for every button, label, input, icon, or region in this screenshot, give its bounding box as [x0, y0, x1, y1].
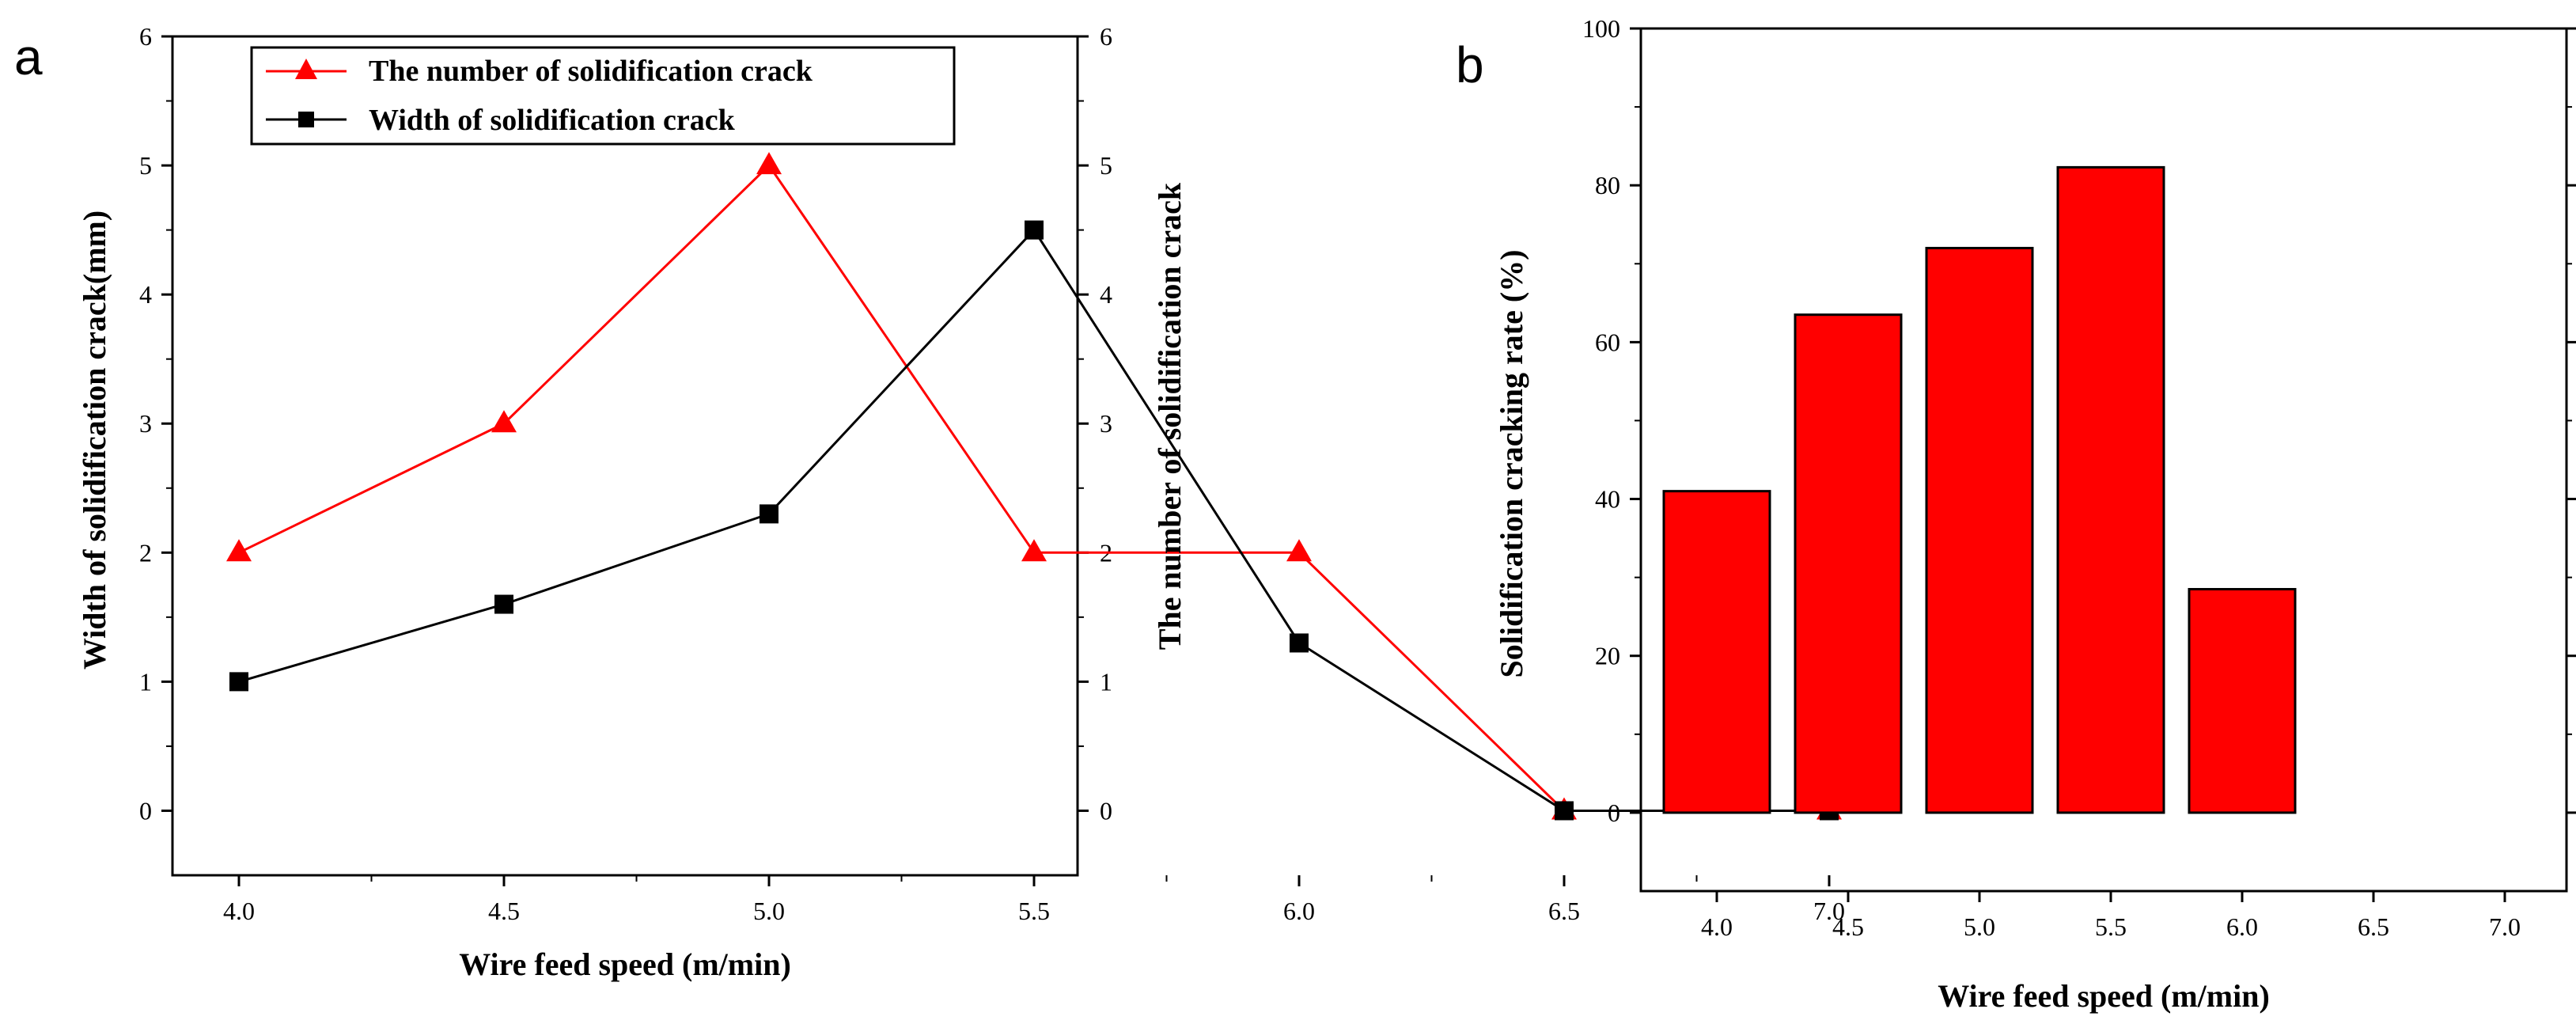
- cracking-rate-bar: [2056, 165, 2165, 814]
- y-tick-label: 0: [1608, 799, 1620, 827]
- x-tick-label: 5.0: [1964, 912, 1995, 941]
- left-y-tick-label: 6: [139, 22, 152, 51]
- panel-a-legend-box: [250, 46, 956, 146]
- crack-width-point: [229, 672, 248, 692]
- number-of-cracks-point: [756, 152, 782, 175]
- crack-width-point: [1025, 220, 1044, 240]
- panel-a-series-crack-width: [229, 220, 1839, 821]
- x-tick-label: 7.0: [2489, 912, 2521, 941]
- cracking-rate-bar: [1662, 490, 1771, 814]
- cracking-rate-bar: [1925, 246, 2034, 814]
- legend-black-square-marker: [298, 112, 314, 127]
- crack-width-point: [1555, 801, 1574, 821]
- number-of-cracks-point: [491, 410, 517, 433]
- panel-a-x-axis-title: Wire feed speed (m/min): [459, 946, 791, 982]
- left-y-tick-label: 2: [139, 538, 152, 567]
- left-y-tick-label: 5: [139, 151, 152, 180]
- x-tick-label: 4.5: [1832, 912, 1864, 941]
- legend-red-triangle-marker: [295, 59, 317, 79]
- number-of-cracks-point: [1021, 539, 1047, 562]
- panel-b-y-axis-title: Solidification cracking rate (%): [1494, 249, 1529, 677]
- x-tick-label: 7.0: [1813, 897, 1845, 925]
- x-tick-label: 4.5: [488, 897, 520, 925]
- number-of-cracks-point: [226, 539, 252, 562]
- panel-b-x-ticks: 4.0 4.5 5.0 5.5 6.0 6.5 7.0: [1701, 891, 2521, 941]
- panel-a-label: a: [14, 28, 43, 85]
- crack-width-point: [760, 504, 778, 524]
- panel-b-bar-chart: b 0 20 40 60 80 100 4.0 4.5 5.0 5.5 6.0 6.5 7.0 Wir…: [1456, 14, 2576, 1014]
- x-tick-label: 5.5: [1018, 897, 1050, 925]
- right-y-tick-label: 6: [1100, 22, 1112, 51]
- y-tick-label: 100: [1582, 14, 1620, 43]
- x-tick-label: 5.0: [753, 897, 785, 925]
- x-tick-label: 6.5: [1548, 897, 1580, 925]
- number-of-cracks-point: [1286, 539, 1312, 562]
- panel-a-legend: The number of solidification crack Width…: [250, 46, 956, 146]
- legend-label-number-of-cracks: The number of solidification crack: [369, 55, 813, 88]
- x-tick-label: 5.5: [2095, 912, 2127, 941]
- panel-a-plot-frame: [171, 35, 1079, 877]
- left-y-tick-label: 4: [139, 280, 152, 309]
- cracking-rate-bar: [2188, 588, 2297, 814]
- panel-b-y-ticks: 0 20 40 60 80 100: [1582, 14, 2576, 827]
- legend-label-crack-width: Width of solidification crack: [369, 104, 736, 137]
- left-y-tick-label: 3: [139, 409, 152, 438]
- right-y-tick-label: 0: [1100, 796, 1112, 825]
- y-tick-label: 20: [1595, 642, 1620, 670]
- panel-a-left-y-axis-title: Width of solidification crack(mm): [77, 211, 112, 670]
- y-tick-label: 60: [1595, 328, 1620, 356]
- x-tick-label: 4.0: [1701, 912, 1733, 941]
- panel-a-left-y-ticks: 0 1 2 3 4 5 6: [139, 22, 172, 825]
- x-tick-label: 4.0: [223, 897, 255, 925]
- right-y-tick-label: 1: [1100, 667, 1112, 696]
- panel-a-right-y-axis-title: The number of solidification crack: [1152, 182, 1188, 650]
- crack-width-point: [1290, 633, 1309, 653]
- right-y-tick-label: 3: [1100, 409, 1112, 438]
- right-y-tick-label: 5: [1100, 151, 1112, 180]
- panel-b-label: b: [1456, 36, 1484, 93]
- y-tick-label: 80: [1595, 171, 1620, 199]
- x-tick-label: 6.5: [2358, 912, 2389, 941]
- x-tick-label: 6.0: [2226, 912, 2258, 941]
- left-y-tick-label: 0: [139, 796, 152, 825]
- crack-width-point: [494, 594, 513, 614]
- panel-b-bars: [1662, 165, 2297, 814]
- left-y-tick-label: 1: [139, 667, 152, 696]
- right-y-tick-label: 4: [1100, 280, 1112, 309]
- cracking-rate-bar: [1794, 313, 1903, 814]
- x-tick-label: 6.0: [1283, 897, 1315, 925]
- panel-a-x-ticks: 4.0 4.5 5.0 5.5 6.0 6.5 7.0: [223, 875, 1845, 925]
- y-tick-label: 40: [1595, 485, 1620, 514]
- panel-b-x-axis-title: Wire feed speed (m/min): [1938, 978, 2270, 1014]
- panel-b-plot-frame: [1639, 27, 2568, 893]
